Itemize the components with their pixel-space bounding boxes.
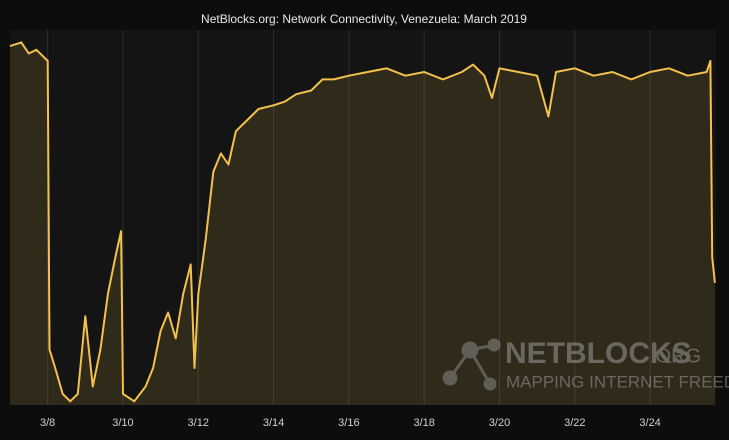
x-tick-label: 3/18 [413,417,434,429]
x-tick-label: 3/14 [263,417,284,429]
x-tick-label: 3/20 [489,417,510,429]
line [9,41,716,403]
x-tick-label: 3/24 [639,417,660,429]
watermark-tagline: MAPPING INTERNET FREEDOM [506,372,729,391]
area [10,42,715,406]
x-tick-label: 3/16 [338,417,359,429]
watermark-suffix: .ORG [650,345,701,367]
watermark-logo [442,338,501,391]
chart-title: NetBlocks.org: Network Connectivity, Ven… [201,12,527,26]
x-tick-label: 3/22 [564,417,585,429]
x-tick-label: 3/8 [40,417,55,429]
watermark: NETBLOCKS .ORG MAPPING INTERNET FREEDOM [442,337,729,391]
plot-area [10,30,716,405]
watermark-brand: NETBLOCKS [505,337,692,370]
x-tick-label: 3/10 [112,417,133,429]
x-tick-label: 3/12 [188,417,209,429]
